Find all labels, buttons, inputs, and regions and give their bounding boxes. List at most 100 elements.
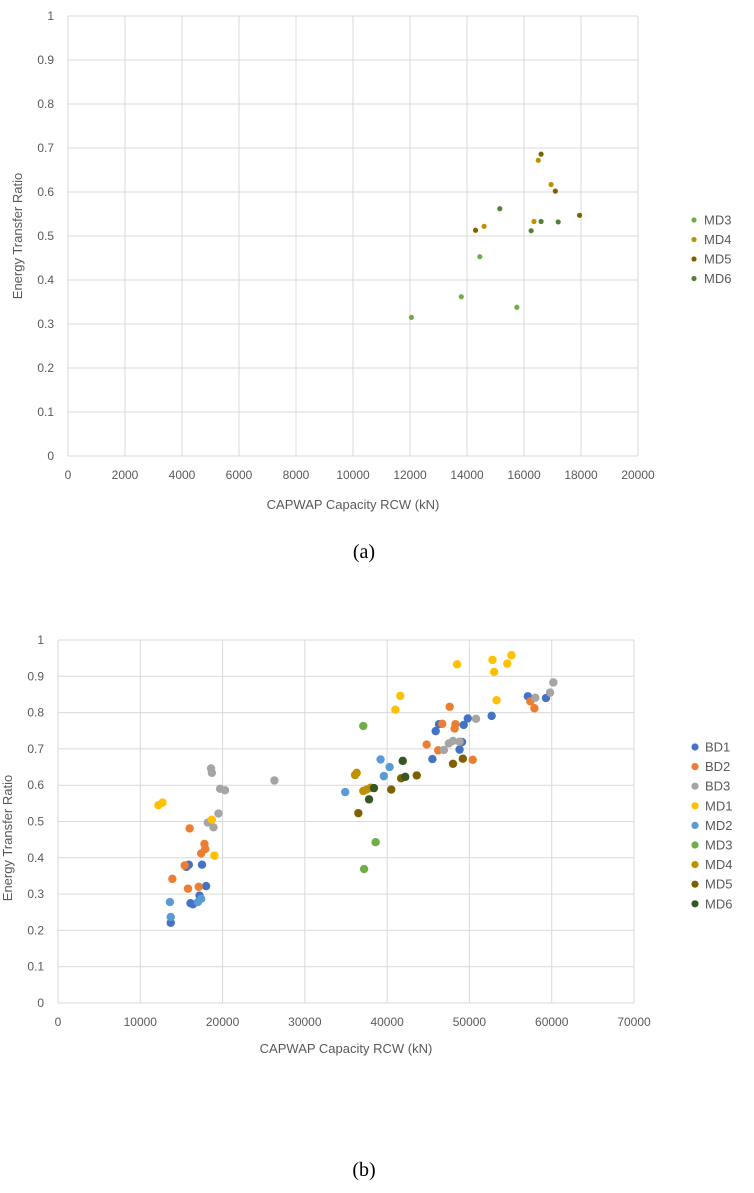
chart-b: 0 0.1 0.2 0.3 0.4 0.5 0.6 0.7 0.8 0.9 1 0 10000 2000… bbox=[0, 633, 732, 1181]
data-point-md1 bbox=[210, 851, 219, 860]
data-point-md5 bbox=[472, 227, 479, 233]
data-point-md1 bbox=[489, 667, 499, 677]
data-point-md5 bbox=[458, 754, 468, 763]
data-point-md5 bbox=[412, 771, 421, 780]
data-point-md3 bbox=[359, 721, 368, 731]
legend-label-md4: MD4 bbox=[705, 857, 732, 872]
chart-b-y-axis-title: Energy Transfer Ratio bbox=[0, 775, 15, 901]
data-point-md4 bbox=[531, 218, 537, 225]
data-point-bd3 bbox=[209, 823, 218, 832]
x-tick-label: 30000 bbox=[288, 1015, 322, 1029]
data-point-md2 bbox=[165, 897, 175, 907]
data-point-bd2 bbox=[438, 719, 447, 729]
data-point-md3 bbox=[371, 837, 380, 847]
data-point-md4 bbox=[535, 157, 541, 163]
data-point-md2 bbox=[166, 912, 175, 922]
y-tick-label: 0.1 bbox=[27, 960, 44, 974]
y-tick-label: 0.6 bbox=[27, 778, 44, 792]
data-point-bd3 bbox=[207, 768, 217, 778]
data-point-md4 bbox=[352, 768, 361, 778]
legend-label-bd3: BD3 bbox=[705, 779, 730, 794]
y-tick-label: 0.9 bbox=[37, 53, 54, 67]
data-point-md4 bbox=[548, 181, 554, 188]
data-point-bd2 bbox=[180, 861, 189, 870]
data-point-md1 bbox=[492, 696, 501, 705]
x-tick-label: 18000 bbox=[564, 468, 598, 482]
y-tick-label: 1 bbox=[37, 633, 44, 647]
data-point-md1 bbox=[391, 705, 400, 714]
x-tick-label: 10000 bbox=[124, 1015, 158, 1029]
y-tick-label: 0.3 bbox=[27, 887, 44, 901]
data-point-bd2 bbox=[422, 740, 431, 749]
x-tick-label: 2000 bbox=[112, 468, 139, 482]
data-point-md2 bbox=[340, 787, 350, 797]
legend-marker-md1 bbox=[691, 802, 699, 810]
x-tick-label: 70000 bbox=[617, 1015, 651, 1029]
y-tick-label: 0.6 bbox=[37, 185, 54, 199]
chart-a-data-points bbox=[408, 151, 583, 320]
y-tick-label: 0.2 bbox=[27, 923, 44, 937]
chart-b-gridlines bbox=[57, 639, 635, 1004]
x-tick-label: 4000 bbox=[169, 468, 196, 482]
chart-b-legend: BD1 BD2 BD3 MD1 MD2 MD3 MD4 MD5 MD6 bbox=[691, 740, 732, 911]
data-point-md1 bbox=[207, 815, 217, 824]
legend-label-md5: MD5 bbox=[705, 877, 732, 892]
data-point-md4 bbox=[481, 223, 487, 229]
x-tick-label: 20000 bbox=[621, 468, 655, 482]
x-tick-label: 0 bbox=[55, 1015, 62, 1029]
x-tick-label: 12000 bbox=[393, 468, 427, 482]
data-point-md6 bbox=[364, 795, 374, 804]
x-tick-label: 20000 bbox=[206, 1015, 240, 1029]
legend-label-bd1: BD1 bbox=[705, 740, 730, 755]
y-tick-label: 0.2 bbox=[37, 361, 54, 375]
data-point-bd3 bbox=[455, 737, 464, 746]
data-point-md6 bbox=[555, 219, 561, 225]
y-tick-label: 0.9 bbox=[27, 669, 44, 683]
data-point-bd2 bbox=[168, 874, 177, 884]
legend-marker-md5 bbox=[691, 880, 699, 888]
data-point-bd1 bbox=[431, 726, 440, 736]
y-tick-label: 0.7 bbox=[37, 141, 54, 155]
data-point-bd1 bbox=[201, 881, 211, 891]
chart-a-y-tick-labels: 0 0.1 0.2 0.3 0.4 0.5 0.6 0.7 0.8 0.9 1 bbox=[37, 9, 54, 463]
y-tick-label: 0.7 bbox=[27, 742, 44, 756]
data-point-md2 bbox=[385, 762, 394, 772]
x-tick-label: 10000 bbox=[336, 468, 370, 482]
legend-label-md1: MD1 bbox=[705, 798, 732, 813]
data-point-md1 bbox=[503, 659, 512, 668]
legend-marker-bd2 bbox=[691, 763, 699, 771]
data-point-md3 bbox=[359, 864, 369, 874]
chart-b-data-points bbox=[154, 651, 558, 927]
data-point-bd1 bbox=[428, 754, 437, 764]
data-point-md2 bbox=[379, 771, 389, 781]
chart-a-x-axis-title: CAPWAP Capacity RCW (kN) bbox=[267, 497, 440, 512]
data-point-md3 bbox=[458, 294, 464, 300]
chart-a: 0 0.1 0.2 0.3 0.4 0.5 0.6 0.7 0.8 0.9 1 0 2000 4000 6… bbox=[10, 9, 731, 563]
legend-marker-md2 bbox=[691, 821, 699, 830]
x-tick-label: 16000 bbox=[507, 468, 541, 482]
data-point-md6 bbox=[528, 228, 534, 234]
legend-marker-md5 bbox=[691, 256, 697, 262]
y-tick-label: 0.8 bbox=[37, 97, 54, 111]
data-point-bd2 bbox=[530, 704, 539, 713]
legend-marker-md6 bbox=[691, 275, 697, 282]
data-point-md3 bbox=[477, 254, 483, 260]
legend-label-md3: MD3 bbox=[705, 838, 732, 853]
data-point-bd3 bbox=[220, 786, 230, 795]
data-point-bd3 bbox=[214, 809, 223, 818]
chart-a-caption: (a) bbox=[353, 541, 375, 563]
data-point-bd2 bbox=[185, 824, 194, 833]
data-point-bd2 bbox=[201, 844, 210, 854]
data-point-bd3 bbox=[471, 714, 481, 723]
data-point-bd1 bbox=[455, 745, 464, 754]
data-point-md5 bbox=[354, 808, 363, 818]
data-point-bd3 bbox=[448, 736, 458, 746]
chart-a-y-axis-title: Energy Transfer Ratio bbox=[10, 173, 25, 299]
chart-a-gridlines bbox=[67, 15, 639, 457]
legend-marker-md3 bbox=[691, 841, 699, 849]
y-tick-label: 0.3 bbox=[37, 317, 54, 331]
data-point-md1 bbox=[158, 798, 167, 807]
data-point-bd1 bbox=[197, 860, 207, 869]
legend-label-md4: MD4 bbox=[704, 232, 731, 247]
legend-marker-bd1 bbox=[691, 743, 699, 751]
